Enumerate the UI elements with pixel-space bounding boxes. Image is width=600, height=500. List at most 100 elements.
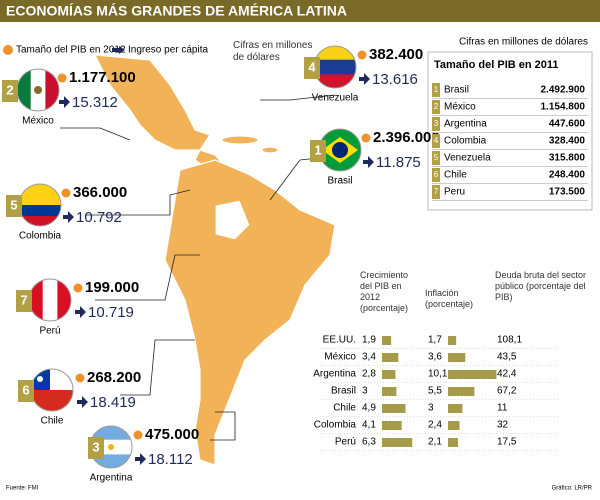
flag-part: [45, 69, 59, 111]
flag: [314, 46, 356, 88]
growth: 3,4: [362, 352, 376, 363]
growth-bar: [382, 387, 397, 396]
inflation-bar: [448, 404, 463, 413]
rank-box: [432, 185, 440, 199]
growth: 4,1: [362, 420, 376, 431]
income: 15.312: [72, 94, 118, 111]
connector: [85, 189, 191, 216]
rank: 6: [22, 382, 29, 397]
gdp-2011: 1.154.800: [541, 102, 586, 113]
income-arrow: [359, 73, 370, 85]
flag-part: [31, 390, 73, 411]
country-name: Brasil: [327, 176, 352, 187]
gdp: 475.000: [145, 426, 199, 443]
inflation: 10,1: [428, 369, 448, 380]
rank-box: [88, 437, 104, 459]
debt: 11: [497, 403, 508, 414]
country-name: Perú: [39, 326, 60, 337]
rank: 2: [6, 82, 13, 97]
flag: [29, 279, 71, 321]
flag-part: [42, 279, 58, 321]
gdp-2011: 2.492.900: [541, 85, 586, 96]
flag-part: [332, 142, 348, 158]
country-name: Chile: [41, 416, 64, 427]
country: Venezuela: [444, 153, 491, 164]
gdp: 268.200: [87, 369, 141, 386]
debt: 67,2: [497, 386, 517, 397]
rank-box: [432, 117, 440, 131]
stats-header: Crecimiento del PIB en 2012 (porcentaje): [360, 270, 409, 313]
income: 13.616: [372, 71, 418, 88]
gdp-2011: 328.400: [549, 136, 586, 147]
debt: 42,4: [497, 369, 517, 380]
rank-box: [432, 134, 440, 148]
rank: 4: [308, 59, 316, 74]
inflation-bar: [448, 438, 459, 447]
income: 18.419: [90, 394, 136, 411]
legend-note: Cifras en millones de dólares: [233, 40, 313, 63]
gdp-2011: 315.800: [549, 153, 586, 164]
inflation: 3,6: [428, 352, 442, 363]
inflation: 1,7: [428, 335, 442, 346]
income: 10.719: [88, 304, 134, 321]
country: México: [444, 102, 476, 113]
income: 18.112: [148, 451, 193, 468]
income: 11.875: [376, 154, 421, 171]
gdp-dot: [133, 430, 143, 440]
flag-part: [19, 216, 61, 226]
country: Colombia: [314, 420, 357, 431]
inflation-bar: [448, 387, 475, 396]
inflation: 2,4: [428, 420, 442, 431]
country: EE.UU.: [323, 335, 356, 346]
stats-header: Deuda bruta del sector público (porcenta…: [495, 270, 587, 302]
gdp: 382.400: [369, 46, 423, 63]
legend-income: Ingreso per cápita: [128, 45, 208, 56]
flag-part: [314, 59, 356, 75]
growth: 3: [362, 386, 368, 397]
gdp-dot: [357, 50, 367, 60]
debt: 43,5: [497, 352, 517, 363]
inflation: 2,1: [428, 437, 442, 448]
country: Argentina: [313, 369, 356, 380]
flag: [19, 184, 61, 226]
growth-bar: [382, 370, 396, 379]
rank: 2: [434, 102, 439, 111]
rank-box: [432, 151, 440, 165]
connector: [210, 411, 236, 441]
rank-box: [310, 140, 326, 162]
rank: 6: [434, 170, 439, 179]
inflation-bar: [448, 336, 457, 345]
legend-gdp: Tamaño del PIB en 2012: [16, 45, 126, 56]
flag-part: [29, 279, 43, 321]
rank-box: [16, 290, 32, 312]
gdp: 366.000: [73, 184, 127, 201]
table-title: Tamaño del PIB en 2011: [434, 59, 559, 71]
rank: 1: [434, 85, 439, 94]
rank-box: [432, 168, 440, 182]
inflation: 5,5: [428, 386, 442, 397]
flag: [319, 129, 361, 171]
flag: [17, 69, 59, 111]
country-name: México: [22, 116, 54, 127]
country-name: Colombia: [19, 231, 62, 242]
connector: [60, 127, 131, 141]
inflation: 3: [428, 403, 434, 414]
rank: 5: [10, 197, 17, 212]
gdp: 199.000: [85, 279, 139, 296]
country-name: Venezuela: [312, 93, 359, 104]
connector: [260, 94, 336, 101]
rank-box: [6, 195, 22, 217]
growth-bar: [382, 353, 399, 362]
income-arrow: [63, 211, 74, 223]
rank: 7: [434, 187, 439, 196]
country: Brasil: [444, 85, 469, 96]
flag-part: [108, 444, 114, 450]
income-arrow: [77, 396, 88, 408]
credit: Gráfico: LR/PR: [552, 486, 593, 492]
flag-part: [314, 46, 356, 60]
gdp: 1.177.100: [69, 69, 136, 86]
gdp: 2.396.000: [373, 129, 440, 146]
income-arrow: [135, 453, 146, 465]
